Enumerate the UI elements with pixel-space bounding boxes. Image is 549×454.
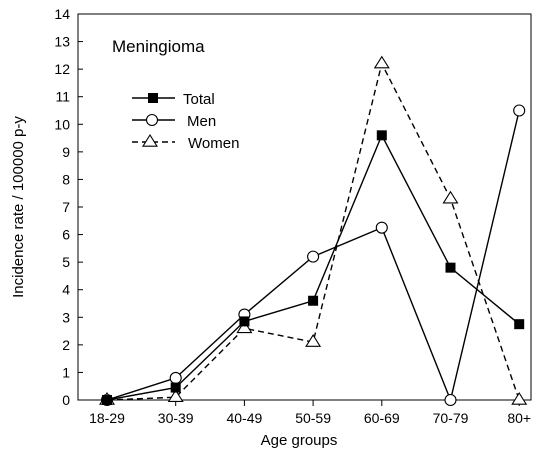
data-point-legend-women (142, 133, 158, 147)
y-tick-label: 3 (62, 309, 70, 325)
data-point-women (236, 320, 253, 334)
y-tick-label: 9 (62, 144, 70, 160)
x-tick-label: 30-39 (158, 410, 194, 426)
x-axis-title: Age groups (261, 432, 338, 449)
data-point-men (307, 250, 320, 263)
series-line-women (106, 61, 520, 401)
y-tick-label: 2 (62, 337, 70, 353)
plot-frame (77, 13, 532, 401)
x-tick-label: 18-29 (89, 410, 125, 426)
legend-label-men: Men (187, 113, 216, 130)
data-point-total (514, 319, 525, 330)
data-point-total (445, 262, 456, 273)
x-tick-label: 50-59 (295, 410, 331, 426)
data-point-women (373, 55, 390, 69)
x-axis: 18-29 30-39 40-49 50-59 60-69 70-79 80+ (89, 400, 531, 426)
data-point-total (102, 395, 112, 405)
data-point-total (376, 130, 387, 141)
series-group (99, 55, 528, 407)
y-tick-label: 13 (54, 34, 70, 50)
chart-title: Meningioma (112, 37, 205, 56)
data-point-total (308, 295, 319, 306)
y-tick-label: 12 (54, 61, 70, 77)
x-tick-label: 70-79 (433, 410, 469, 426)
data-point-men (513, 104, 526, 117)
y-tick-label: 5 (62, 254, 70, 270)
legend-label-women: Women (188, 135, 239, 152)
data-point-total (239, 316, 250, 327)
series-line-total (106, 133, 520, 401)
plot-border (77, 13, 532, 401)
y-tick-label: 6 (62, 227, 70, 243)
legend-label-total: Total (183, 91, 215, 108)
x-tick-label: 40-49 (226, 410, 262, 426)
data-point-women (442, 190, 459, 204)
data-point-legend-total (148, 93, 158, 103)
data-point-men (169, 371, 182, 384)
data-point-legend-men (145, 113, 159, 127)
y-tick-label: 4 (62, 282, 70, 298)
data-point-women (511, 391, 528, 405)
y-axis-title: Incidence rate / 100000 p-y (10, 116, 27, 298)
y-tick-label: 10 (54, 116, 70, 132)
y-tick-label: 8 (62, 171, 70, 187)
legend: Total Men Women (132, 91, 239, 152)
data-point-men (444, 393, 457, 407)
data-point-men (375, 221, 388, 234)
x-tick-label: 60-69 (364, 410, 400, 426)
y-tick-label: 1 (62, 364, 70, 380)
y-tick-label: 11 (55, 89, 70, 105)
data-point-women (305, 334, 322, 347)
x-tick-label: 80+ (507, 410, 531, 426)
y-tick-label: 14 (54, 6, 70, 22)
data-point-women (167, 389, 184, 402)
data-point-total (170, 382, 181, 393)
y-tick-label: 7 (62, 199, 70, 215)
y-tick-label: 0 (62, 392, 70, 408)
